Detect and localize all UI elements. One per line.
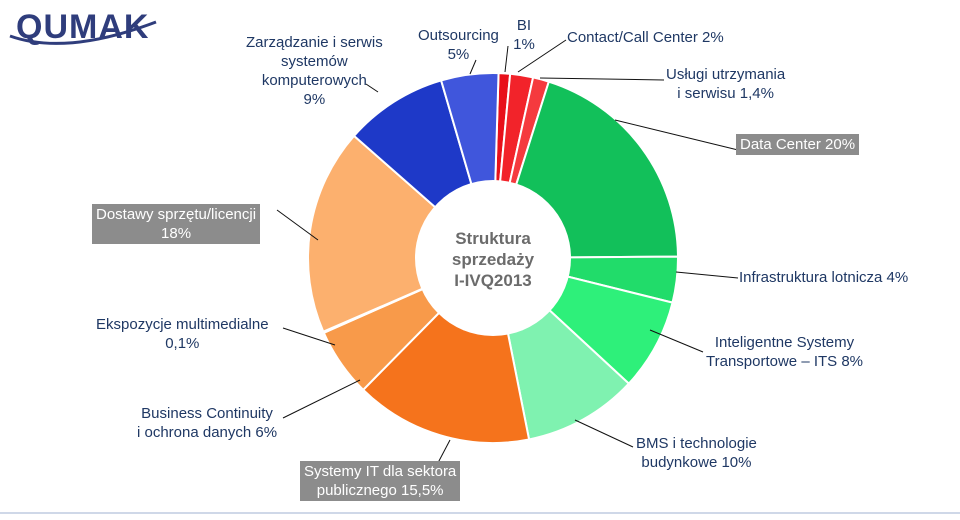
center-title-line-3: I-IVQ2013	[454, 271, 532, 290]
leader-line-4	[675, 271, 739, 279]
leader-line-9	[282, 327, 336, 346]
label-zarzadzanie: Zarządzanie i serwis systemów komputerowy…	[246, 34, 383, 108]
pie-slice-10	[307, 134, 495, 334]
label-bms: BMS i technologie budynkowe 10%	[636, 435, 757, 471]
label-outsourcing: Outsourcing 5%	[418, 27, 499, 63]
qumak-logo: QUMAK	[6, 2, 166, 52]
leader-line-10	[276, 209, 319, 241]
leader-line-2	[539, 77, 665, 81]
leader-line-1	[517, 39, 567, 73]
leader-line-3	[614, 119, 739, 151]
leader-line-0	[504, 45, 509, 73]
label-ekspozycje: Ekspozycje multimedialne 0,1%	[96, 316, 269, 352]
leader-line-8	[282, 379, 361, 419]
label-dostawy: Dostawy sprzętu/licencji 18%	[92, 204, 261, 244]
leader-line-11	[365, 83, 379, 93]
label-uslugi: Usługi utrzymania i serwisu 1,4%	[666, 66, 786, 102]
center-title-line-2: sprzedaży	[451, 250, 535, 269]
center-title-line-1: Struktura	[455, 229, 531, 248]
donut-hole	[415, 180, 571, 336]
bottom-divider	[0, 512, 960, 514]
label-systemyit: Systemy IT dla sektora publicznego 15,5%	[300, 461, 461, 501]
label-contact: Contact/Call Center 2%	[567, 29, 724, 46]
label-its: Inteligentne Systemy Transportowe – ITS 8…	[706, 334, 864, 370]
label-business: Business Continuity i ochrona danych 6%	[137, 405, 278, 441]
logo-swoosh-icon	[9, 20, 157, 45]
label-datacenter: Data Center 20%	[736, 134, 860, 155]
leader-line-12	[469, 59, 477, 75]
logo-text: QUMAK	[16, 8, 150, 46]
label-bi: BI 1%	[513, 17, 535, 53]
leader-line-6	[574, 419, 634, 448]
label-lotnicza: Infrastruktura lotnicza 4%	[739, 269, 909, 286]
center-title: Struktura sprzedaży I-IVQ2013	[413, 228, 573, 291]
leader-line-5	[649, 329, 704, 353]
